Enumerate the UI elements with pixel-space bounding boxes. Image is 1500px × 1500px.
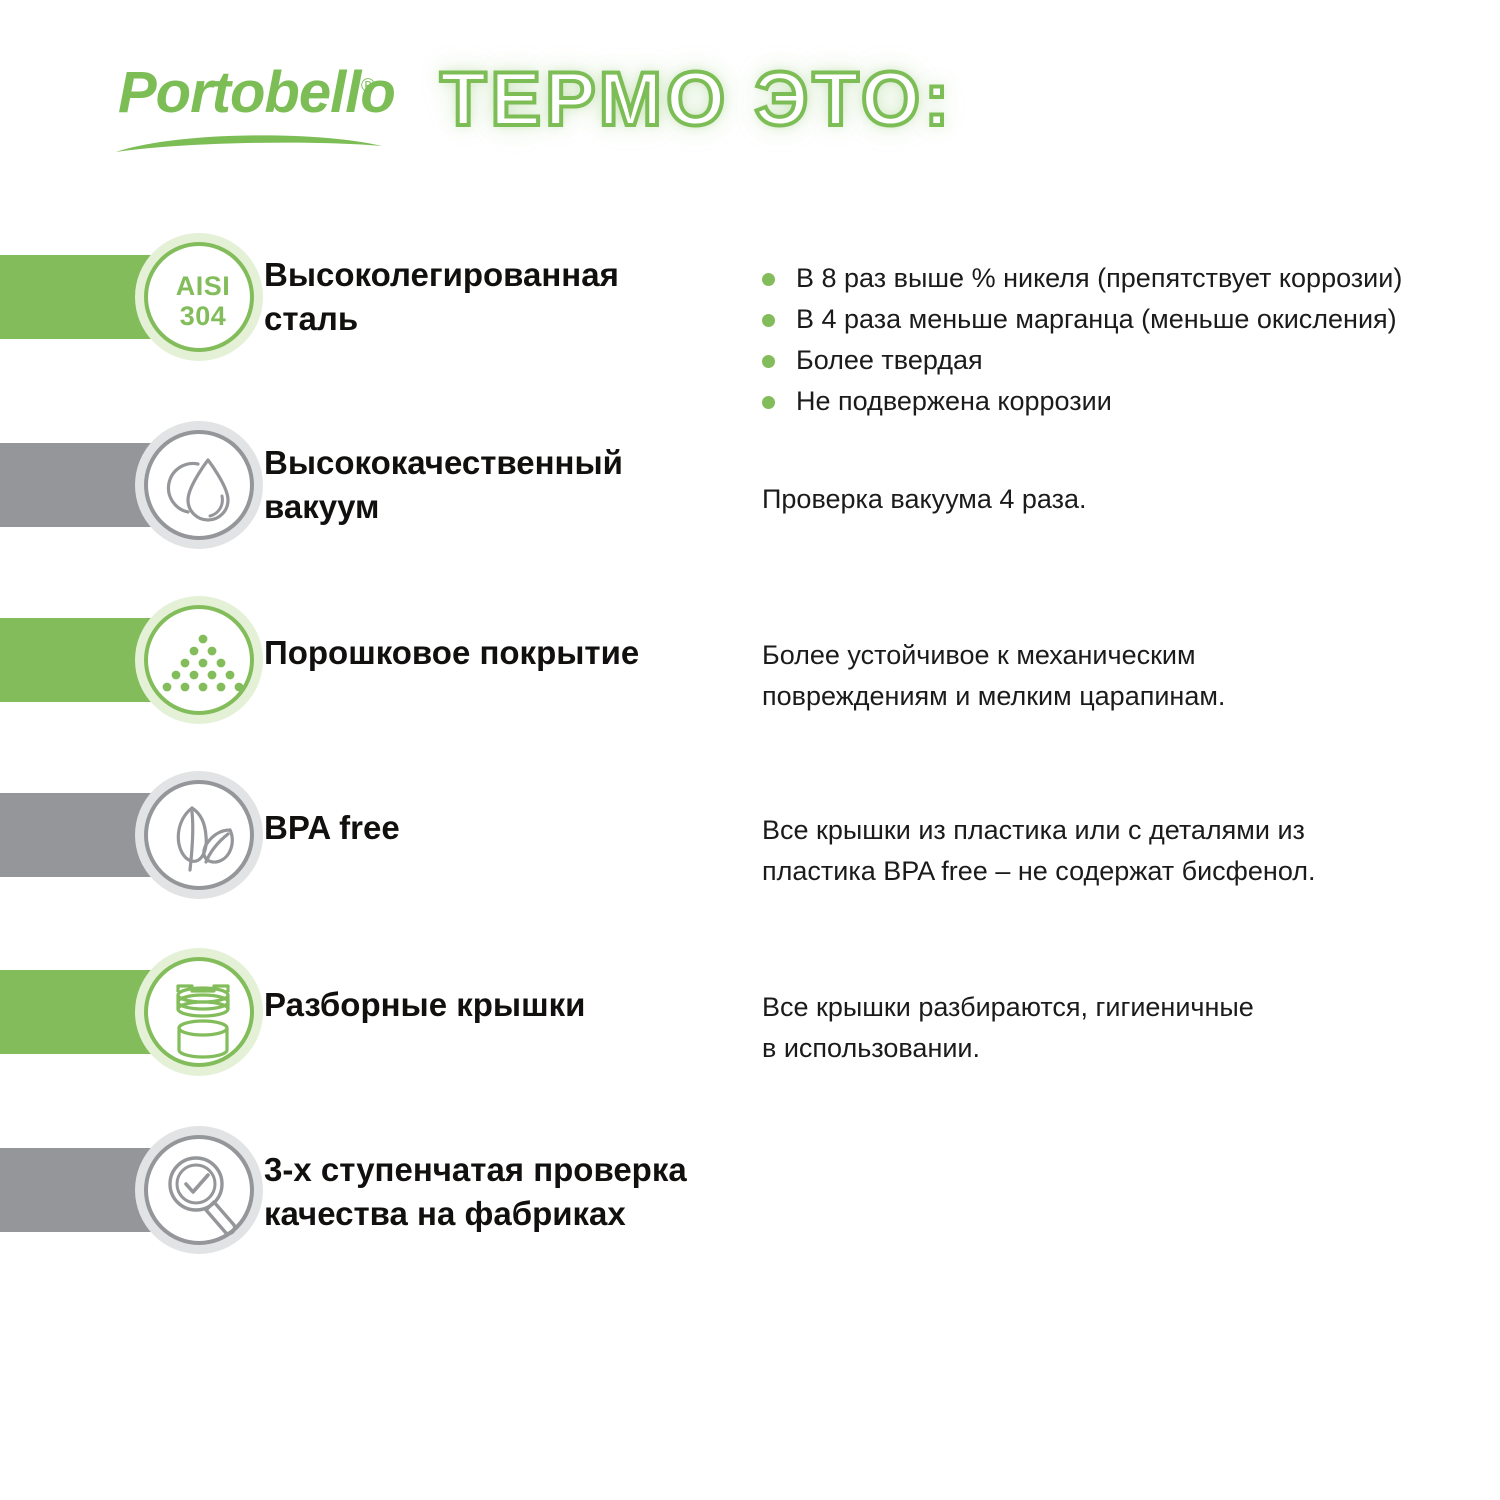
feature-title-line: BPA free: [264, 809, 400, 846]
list-item: Не подвержена коррозии: [762, 381, 1402, 422]
brand-logo: Portobello ®: [116, 58, 396, 158]
list-item: В 8 раз выше % никеля (препятствует корр…: [762, 258, 1402, 299]
feature-badge-lids: [135, 948, 263, 1076]
feature-description: Проверка вакуума 4 раза.: [762, 479, 1087, 520]
description-line: Все крышки разбираются, гигиеничные: [762, 992, 1254, 1022]
badge-disc: [144, 1135, 254, 1245]
page-header: Portobello ® ТЕРМО ЭТО:: [0, 0, 1500, 200]
bullet-text: Не подвержена коррозии: [796, 386, 1112, 416]
badge-disc: AISI 304: [144, 242, 254, 352]
powder-dots-icon: [162, 634, 244, 692]
feature-title: Высоколегированная сталь: [264, 253, 619, 341]
feature-title-line: Порошковое покрытие: [264, 634, 640, 671]
leaves-icon: [176, 806, 234, 872]
feature-title-line: вакуум: [264, 488, 380, 525]
feature-title: 3-х ступенчатая проверка качества на фаб…: [264, 1148, 687, 1236]
feature-title-line: сталь: [264, 300, 359, 337]
brand-logo-text: Portobello: [118, 60, 396, 125]
feature-title-line: 3-х ступенчатая проверка: [264, 1151, 687, 1188]
brand-swoosh-icon: [116, 135, 382, 152]
badge-disc: [144, 780, 254, 890]
badge-disc: [144, 957, 254, 1067]
description-line: Проверка вакуума 4 раза.: [762, 484, 1087, 514]
bullet-text: В 8 раз выше % никеля (препятствует корр…: [796, 263, 1403, 293]
registered-trademark-icon: ®: [361, 76, 375, 97]
feature-badge-vacuum: [135, 421, 263, 549]
description-line: Более устойчивое к механическим: [762, 640, 1196, 670]
description-line: Все крышки из пластика или с деталями из: [762, 815, 1305, 845]
badge-disc: [144, 605, 254, 715]
feature-badge-aisi-304: AISI 304: [135, 233, 263, 361]
feature-description: Более устойчивое к механическим поврежде…: [762, 635, 1225, 717]
feature-title: Разборные крышки: [264, 983, 585, 1027]
bullet-dot-icon: [762, 396, 775, 409]
water-drop-icon: [166, 458, 230, 522]
list-item: В 4 раза меньше марганца (меньше окислен…: [762, 299, 1402, 340]
feature-title-line: Высоколегированная: [264, 256, 619, 293]
aisi-304-badge-icon: AISI 304: [148, 246, 258, 356]
feature-badge-bpa-free: [135, 771, 263, 899]
feature-description: Все крышки разбираются, гигиеничные в ис…: [762, 987, 1254, 1069]
lid-icon: [176, 984, 230, 1059]
feature-description: Все крышки из пластика или с деталями из…: [762, 810, 1316, 892]
description-line: пластика BPA free – не содержат бисфенол…: [762, 856, 1316, 886]
feature-badge-quality-check: [135, 1126, 263, 1254]
bullet-dot-icon: [762, 355, 775, 368]
description-line: повреждениям и мелким царапинам.: [762, 681, 1226, 711]
badge-line-2: 304: [179, 301, 227, 331]
description-line: в использовании.: [762, 1033, 981, 1063]
feature-title-line: качества на фабриках: [264, 1195, 626, 1232]
page-title: ТЕРМО ЭТО:: [438, 55, 954, 144]
feature-title-line: Высококачественный: [264, 444, 623, 481]
badge-disc: [144, 430, 254, 540]
bullet-text: Более твердая: [796, 345, 983, 375]
list-item: Более твердая: [762, 340, 1402, 381]
feature-badge-powder: [135, 596, 263, 724]
bullet-text: В 4 раза меньше марганца (меньше окислен…: [796, 304, 1397, 334]
feature-title: Порошковое покрытие: [264, 631, 639, 675]
feature-title: BPA free: [264, 806, 400, 850]
feature-title-line: Разборные крышки: [264, 986, 586, 1023]
magnifier-check-icon: [168, 1156, 237, 1236]
badge-line-1: AISI: [175, 271, 231, 301]
feature-title: Высококачественный вакуум: [264, 441, 623, 529]
bullet-dot-icon: [762, 273, 775, 286]
bullet-dot-icon: [762, 314, 775, 327]
feature-bullet-list: В 8 раз выше % никеля (препятствует корр…: [762, 258, 1402, 422]
